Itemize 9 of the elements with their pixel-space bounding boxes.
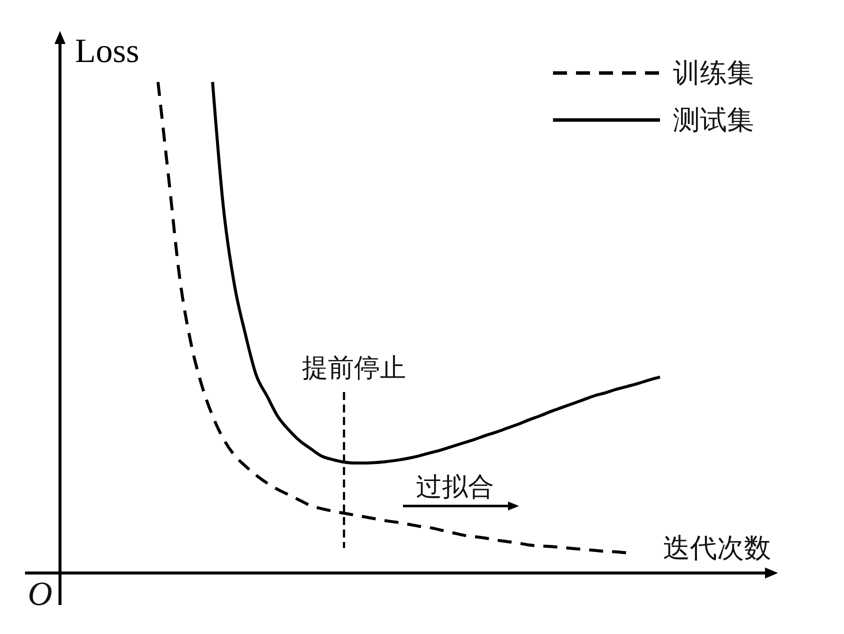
annotation: 提前停止 [302,354,406,548]
legend-label: 测试集 [673,105,754,135]
annotation: 过拟合 [416,472,494,502]
annotation: O [28,576,52,613]
annotation: 提前停止 [302,354,406,382]
xlabel: 迭代次数 [663,533,771,563]
legend-label: 训练集 [673,58,754,88]
annotation: 过拟合 [403,472,519,510]
ylabel: Loss [75,33,140,70]
